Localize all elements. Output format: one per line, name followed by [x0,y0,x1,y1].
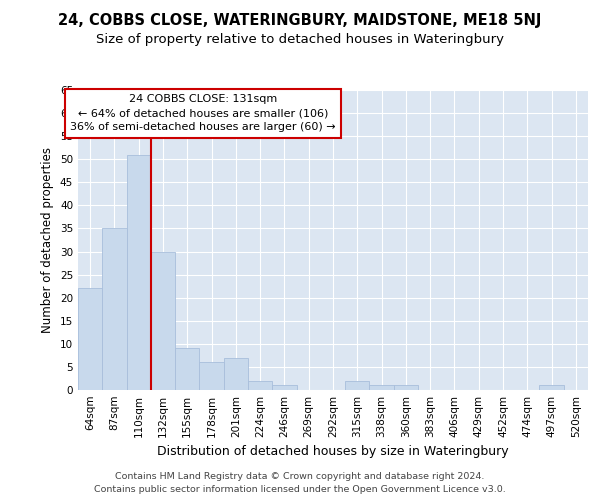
Bar [394,386,418,390]
Bar [175,348,199,390]
Bar [199,362,224,390]
Bar [539,386,564,390]
Bar [78,288,102,390]
Bar [224,358,248,390]
Text: Contains public sector information licensed under the Open Government Licence v3: Contains public sector information licen… [94,485,506,494]
Text: 24 COBBS CLOSE: 131sqm
← 64% of detached houses are smaller (106)
36% of semi-de: 24 COBBS CLOSE: 131sqm ← 64% of detached… [70,94,336,132]
Text: 24, COBBS CLOSE, WATERINGBURY, MAIDSTONE, ME18 5NJ: 24, COBBS CLOSE, WATERINGBURY, MAIDSTONE… [58,12,542,28]
Bar [248,381,272,390]
Bar [151,252,175,390]
Text: Size of property relative to detached houses in Wateringbury: Size of property relative to detached ho… [96,32,504,46]
X-axis label: Distribution of detached houses by size in Wateringbury: Distribution of detached houses by size … [157,446,509,458]
Bar [272,386,296,390]
Bar [127,154,151,390]
Text: Contains HM Land Registry data © Crown copyright and database right 2024.: Contains HM Land Registry data © Crown c… [115,472,485,481]
Bar [370,386,394,390]
Bar [345,381,370,390]
Y-axis label: Number of detached properties: Number of detached properties [41,147,55,333]
Bar [102,228,127,390]
